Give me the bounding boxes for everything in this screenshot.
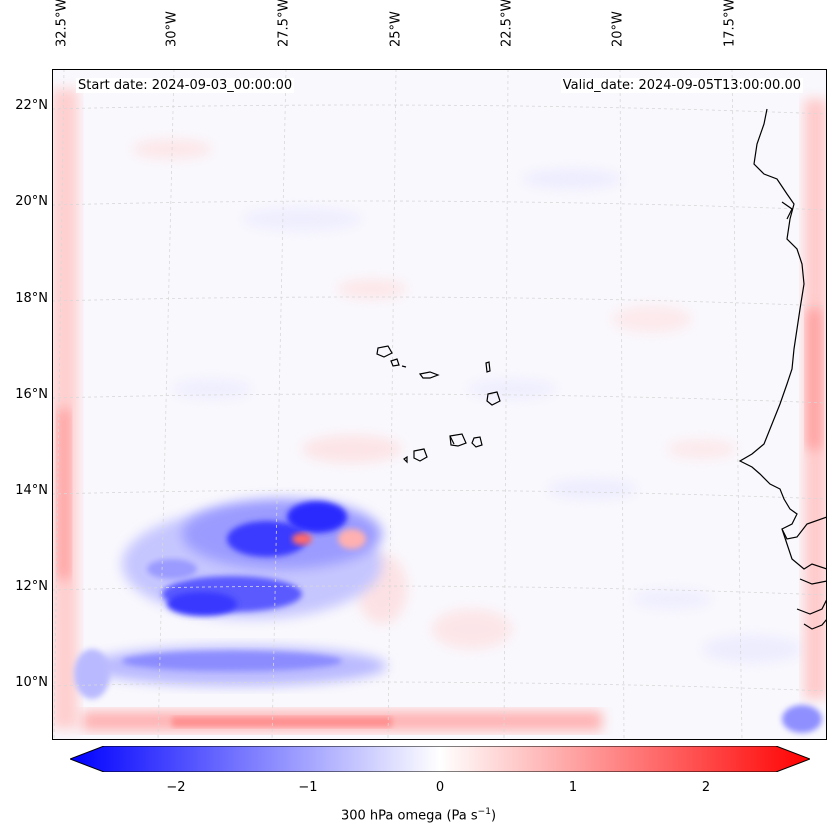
omega-field-map — [52, 69, 827, 740]
colorbar-tick-0: 0 — [435, 780, 445, 795]
colorbar-tick-minus-2: −2 — [166, 780, 186, 795]
lat-label-16n: 16°N — [15, 387, 48, 402]
lon-label-22-5w: 22.5°W — [499, 0, 515, 47]
colorbar-gradient — [68, 745, 812, 773]
lat-label-14n: 14°N — [15, 483, 48, 498]
lon-label-32-5w: 32.5°W — [54, 0, 70, 47]
boundary-artifacts — [52, 89, 827, 733]
colorbar-tick-1: 1 — [568, 780, 578, 795]
lat-label-10n: 10°N — [15, 675, 48, 690]
lon-label-25w: 25°W — [388, 11, 404, 47]
colorbar-label: 300 hPa omega (Pa s−1) — [340, 807, 497, 824]
colorbar-tick-minus-1: −1 — [298, 780, 318, 795]
lat-label-20n: 20°N — [15, 194, 48, 209]
valid-date-label: Valid_date: 2024-09-05T13:00:00.00 — [560, 78, 803, 93]
lon-label-27-5w: 27.5°W — [276, 0, 292, 47]
lat-label-22n: 22°N — [15, 98, 48, 113]
colorbar-svg — [68, 745, 812, 777]
lat-label-12n: 12°N — [15, 579, 48, 594]
negative-omega-feature — [74, 499, 387, 699]
colorbar-tick-2: 2 — [701, 780, 711, 795]
lon-label-20w: 20°W — [610, 11, 626, 47]
coastline — [738, 108, 827, 630]
map-panel: Start date: 2024-09-03_00:00:00 Valid_da… — [52, 69, 827, 740]
lon-label-17-5w: 17.5°W — [722, 0, 738, 47]
colorbar — [68, 745, 812, 777]
cape-verde-islands — [376, 345, 501, 464]
map-border — [52, 69, 827, 740]
start-date-label: Start date: 2024-09-03_00:00:00 — [76, 78, 295, 93]
lon-label-30w: 30°W — [164, 11, 180, 47]
lat-label-18n: 18°N — [15, 291, 48, 306]
graticule — [52, 69, 827, 740]
